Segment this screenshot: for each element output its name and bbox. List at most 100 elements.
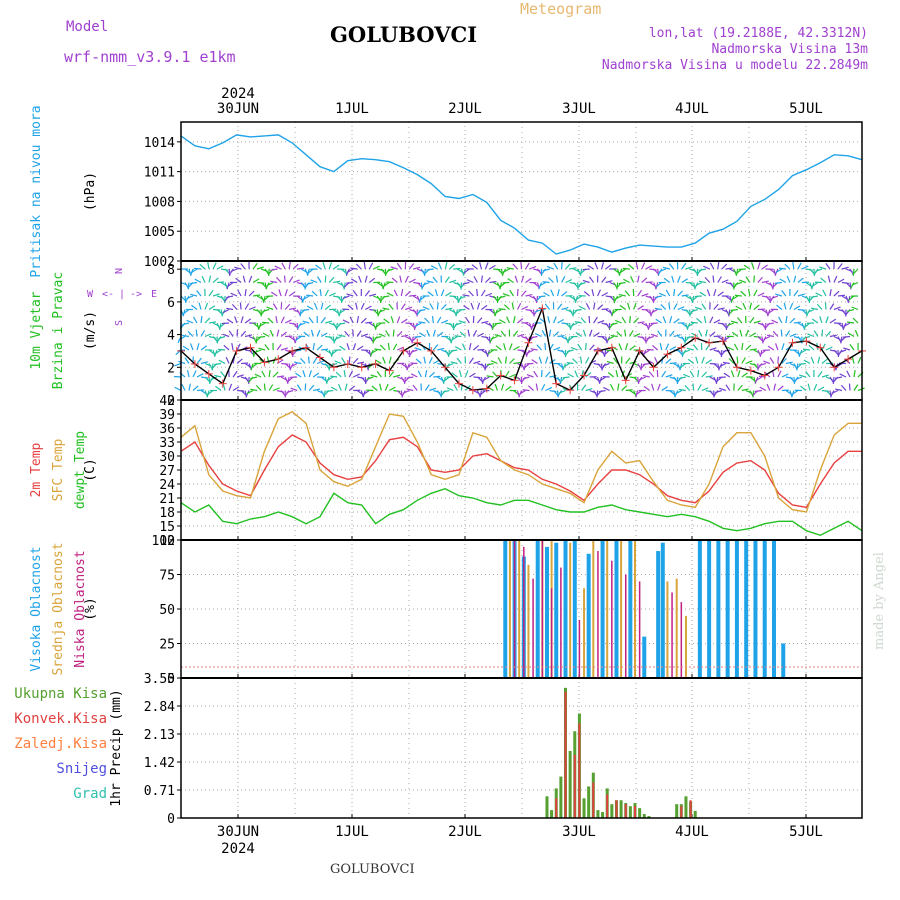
bar — [572, 540, 577, 678]
wind-barb — [344, 330, 350, 337]
bar — [527, 564, 530, 678]
bar — [592, 540, 595, 678]
wind-barb — [717, 261, 720, 270]
wind-barb — [650, 333, 658, 338]
wind-barb — [232, 386, 240, 392]
wind-barb — [549, 389, 557, 393]
wind-barb — [769, 295, 775, 303]
wind-barb — [561, 306, 569, 311]
wind-barb — [566, 349, 574, 353]
bar — [573, 754, 576, 818]
wind-barb — [533, 309, 539, 316]
wind-barb — [370, 374, 378, 378]
wind-barb — [681, 262, 687, 270]
wind-barb — [535, 383, 539, 391]
wind-barb — [419, 295, 426, 301]
wind-barb — [334, 335, 342, 341]
wind-barb — [601, 292, 609, 297]
wind-barb — [817, 386, 825, 392]
wind-barb — [829, 289, 832, 297]
bar — [781, 643, 786, 678]
wind-barb — [312, 372, 320, 378]
bar — [550, 810, 554, 818]
wind-barb — [222, 308, 230, 314]
wind-barb — [731, 331, 739, 337]
wind-barb — [572, 309, 575, 317]
wind-barb — [208, 321, 217, 324]
wind-barb — [701, 371, 708, 378]
wind-barb — [254, 373, 262, 378]
bar — [569, 542, 572, 678]
wind-barb — [669, 330, 675, 337]
wind-barb — [545, 386, 553, 392]
wind-barb — [815, 268, 823, 272]
wind-barb — [689, 370, 695, 378]
wind-barb — [194, 267, 202, 270]
wind-barb — [328, 276, 335, 283]
precip-legend-label: Snijeg — [56, 761, 107, 777]
wind-barb — [843, 322, 851, 327]
wind-barb — [458, 295, 466, 300]
credit-label: made by Angel — [872, 552, 887, 650]
wind-barb — [642, 374, 650, 378]
wind-barb — [614, 319, 622, 324]
wind-barb — [348, 370, 354, 378]
wind-barb — [557, 318, 564, 324]
wind-barb — [582, 329, 587, 337]
wind-barb — [385, 330, 390, 337]
wind-barb — [635, 262, 639, 270]
wind-barb — [240, 316, 244, 324]
wind-barb — [654, 356, 659, 364]
wind-barb — [563, 362, 570, 368]
wind-barb — [388, 356, 392, 364]
bar — [697, 540, 702, 678]
wind-barb — [521, 305, 529, 311]
wind-barb — [730, 370, 735, 378]
wind-barb — [557, 390, 563, 397]
wind-barb — [396, 262, 402, 270]
wind-barb — [208, 289, 214, 297]
wind-barb — [849, 343, 855, 351]
wind-barb — [852, 268, 859, 275]
wind-barb — [271, 291, 278, 297]
y-axis-label: (C) — [83, 458, 98, 481]
wind-barb — [236, 374, 244, 378]
wind-barb — [840, 336, 843, 344]
wind-barb — [350, 267, 358, 270]
wind-barb — [275, 316, 278, 324]
wind-barb — [561, 322, 569, 325]
wind-barb — [387, 342, 390, 351]
wind-barb — [310, 329, 314, 337]
wind-barb — [833, 290, 840, 297]
wind-barb — [696, 317, 703, 324]
wind-barb — [361, 333, 369, 338]
wind-barb — [717, 307, 725, 311]
wind-barb — [200, 376, 209, 379]
bar — [619, 800, 623, 818]
wind-barb — [781, 373, 789, 378]
bar — [508, 540, 511, 678]
bar — [615, 800, 618, 818]
wind-barb — [843, 347, 851, 351]
wind-barb — [766, 383, 771, 391]
wind-barb — [800, 385, 807, 391]
wind-barb — [407, 362, 414, 368]
wind-barb — [231, 303, 238, 310]
bar — [675, 578, 678, 678]
wind-barb — [725, 267, 733, 270]
wind-barb — [623, 278, 630, 284]
wind-barb — [690, 321, 698, 324]
wind-barb — [386, 292, 394, 297]
wind-barb — [785, 376, 793, 379]
wind-barb — [597, 289, 602, 297]
wind-barb — [529, 265, 537, 270]
wind-barb — [406, 376, 414, 379]
wind-barb — [255, 336, 258, 344]
wind-barb — [218, 348, 226, 351]
wind-barb — [426, 329, 430, 337]
wind-barb — [207, 262, 210, 270]
wind-barb — [757, 262, 761, 270]
wind-barb — [730, 320, 738, 324]
wind-barb — [645, 336, 651, 343]
wind-barb — [223, 344, 230, 351]
